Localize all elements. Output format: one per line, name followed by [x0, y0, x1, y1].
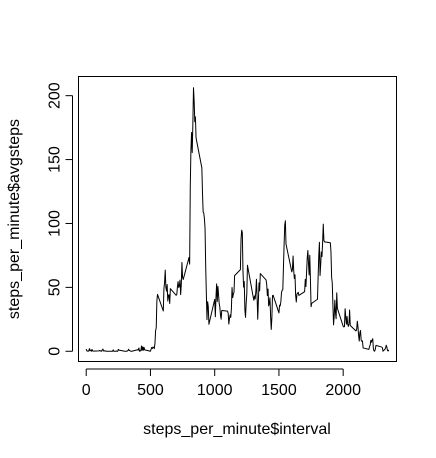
x-axis-title: steps_per_minute$interval [143, 421, 331, 438]
y-tick-label: 100 [47, 210, 64, 237]
x-tick-label: 0 [82, 382, 91, 399]
y-axis: 0 50 100 150 200 [47, 82, 73, 356]
y-tick-label: 0 [47, 347, 64, 356]
plot-box [78, 76, 397, 362]
x-tick-label: 1000 [197, 382, 233, 399]
y-axis-title: steps_per_minute$avgsteps [6, 119, 23, 319]
y-tick-label: 150 [47, 146, 64, 173]
y-tick-label: 50 [47, 278, 64, 296]
y-tick-label: 200 [47, 82, 64, 109]
series-line-avgsteps [85, 87, 390, 352]
x-axis: 0 500 1000 1500 2000 [82, 368, 361, 399]
x-tick-label: 2000 [325, 382, 361, 399]
x-tick-label: 500 [137, 382, 164, 399]
x-tick-label: 1500 [261, 382, 297, 399]
